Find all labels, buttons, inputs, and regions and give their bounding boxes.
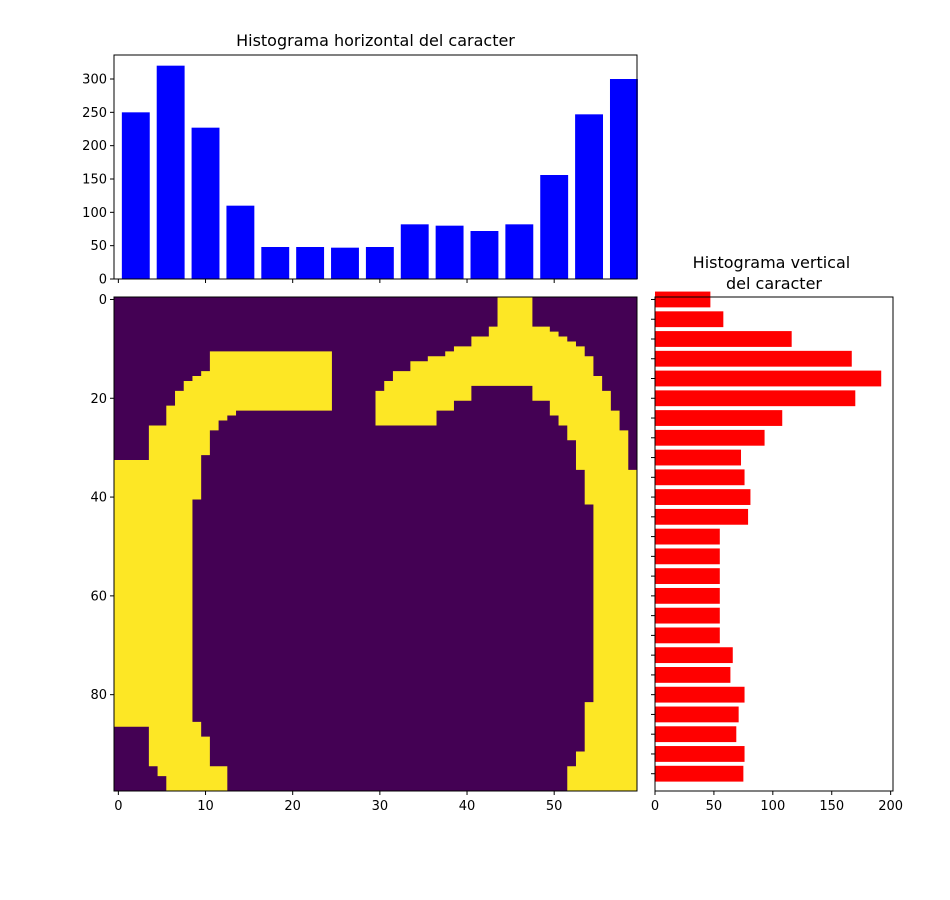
y-tick-label: 80 <box>90 688 107 703</box>
y-tick-label: 60 <box>90 589 107 604</box>
heatmap-y-ticks: 0 20 40 60 80 <box>90 293 114 703</box>
vertical-histogram-bar <box>655 746 745 762</box>
horizontal-histogram-bar <box>505 224 534 279</box>
horizontal-histogram-bar <box>121 112 150 279</box>
horizontal-histogram-x-ticks <box>117 279 555 283</box>
vertical-histogram-bar <box>655 548 720 565</box>
heatmap-x-ticks: 0 10 20 30 40 50 <box>114 791 562 814</box>
vertical-histogram-bar <box>655 647 733 664</box>
x-tick-label: 10 <box>197 799 214 814</box>
horizontal-histogram-bar <box>156 65 185 280</box>
horizontal-histogram-bar <box>470 231 499 279</box>
horizontal-histogram-bar <box>435 225 464 279</box>
x-tick-label: 40 <box>459 799 476 814</box>
vertical-histogram-y-ticks <box>651 298 655 775</box>
x-tick-label: 30 <box>372 799 389 814</box>
vertical-histogram-bar <box>655 508 749 525</box>
horizontal-histogram-chart: Histograma horizontal del caracter 0 50 10… <box>82 31 638 288</box>
horizontal-histogram-bar <box>191 127 220 280</box>
x-tick-label: 100 <box>760 799 785 814</box>
vertical-histogram-bar <box>655 726 737 743</box>
y-tick-label: 0 <box>99 273 107 288</box>
vertical-histogram-bar <box>655 291 711 308</box>
vertical-histogram-bar <box>655 489 751 505</box>
horizontal-histogram-bar <box>296 247 325 279</box>
vertical-histogram-bar <box>655 331 792 347</box>
vertical-histogram-x-ticks: 0 50 100 150 200 <box>651 791 903 814</box>
vertical-histogram-bar <box>655 765 744 782</box>
horizontal-histogram-frame <box>113 54 638 280</box>
vertical-histogram-bar <box>655 469 745 486</box>
horizontal-histogram-bar <box>226 205 255 279</box>
heatmap-frame <box>113 296 638 792</box>
horizontal-histogram-bar <box>400 224 429 279</box>
horizontal-histogram-bar <box>365 247 394 279</box>
y-tick-label: 250 <box>82 106 107 121</box>
y-tick-label: 0 <box>99 293 107 308</box>
x-tick-label: 50 <box>546 799 563 814</box>
vertical-histogram-bar <box>655 627 720 644</box>
vertical-histogram-bar <box>655 370 882 387</box>
horizontal-histogram-bar <box>331 247 359 279</box>
y-tick-label: 150 <box>82 173 107 188</box>
horizontal-histogram-bars <box>121 65 638 280</box>
vertical-histogram-bars <box>655 291 882 782</box>
vertical-histogram-bar <box>655 311 724 328</box>
vertical-histogram-bar <box>655 568 720 585</box>
vertical-histogram-bar <box>655 667 731 683</box>
vertical-histogram-bar <box>655 390 856 407</box>
vertical-histogram-chart: Histograma vertical del caracter 0 50 100 1… <box>651 253 903 814</box>
vertical-histogram-bar <box>655 410 783 426</box>
x-tick-label: 150 <box>819 799 844 814</box>
character-image-heatmap: 0 10 20 30 40 50 0 20 40 60 80 <box>90 293 638 814</box>
vertical-histogram-bar <box>655 686 745 703</box>
vertical-histogram-bar <box>655 587 720 604</box>
horizontal-histogram-title: Histograma horizontal del caracter <box>236 31 515 50</box>
vertical-histogram-bar <box>655 528 720 545</box>
horizontal-histogram-y-ticks: 0 50 100 150 200 250 300 <box>82 73 114 288</box>
y-tick-label: 50 <box>90 239 107 254</box>
vertical-histogram-title-line-1: Histograma vertical <box>693 253 851 272</box>
y-tick-label: 20 <box>90 392 107 407</box>
vertical-histogram-bar <box>655 607 720 624</box>
x-tick-label: 50 <box>706 799 723 814</box>
y-tick-label: 40 <box>90 491 107 506</box>
vertical-histogram-bar <box>655 429 765 446</box>
x-tick-label: 20 <box>284 799 301 814</box>
y-tick-label: 100 <box>82 206 107 221</box>
character-shape <box>114 297 637 791</box>
horizontal-histogram-bar <box>575 114 604 279</box>
y-tick-label: 200 <box>82 139 107 154</box>
vertical-histogram-bar <box>655 706 739 723</box>
vertical-histogram-frame <box>654 296 894 792</box>
vertical-histogram-bar <box>655 350 852 367</box>
x-tick-label: 0 <box>651 799 659 814</box>
vertical-histogram-title: Histograma vertical del caracter <box>693 253 856 293</box>
x-tick-label: 200 <box>878 799 903 814</box>
horizontal-histogram-bar <box>540 175 569 279</box>
vertical-histogram-bar <box>655 449 742 466</box>
y-tick-label: 300 <box>82 73 107 88</box>
x-tick-label: 0 <box>114 799 122 814</box>
horizontal-histogram-bar <box>609 79 638 279</box>
vertical-histogram-title-line-2: del caracter <box>726 274 822 293</box>
horizontal-histogram-bar <box>261 247 290 279</box>
